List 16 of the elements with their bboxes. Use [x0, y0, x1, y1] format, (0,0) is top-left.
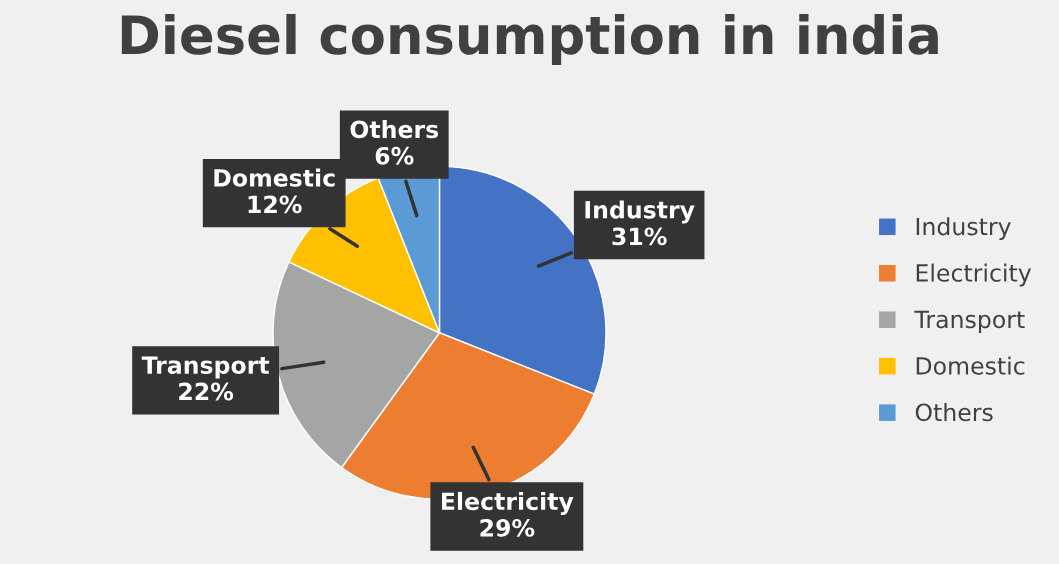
slice-label: Electricity [442, 491, 574, 515]
slice-label: Domestic [214, 168, 335, 187]
legend-label: Electricity [916, 263, 1032, 287]
legend-label: Transport [914, 310, 1025, 333]
slice-label: Transport [141, 356, 270, 379]
data-label: 12% [248, 195, 302, 214]
data-label: 22% [179, 382, 234, 401]
legend-label: Others [915, 402, 993, 422]
data-label: 6% [375, 146, 414, 165]
legend-label: Industry [916, 217, 1011, 240]
slice-label: Industry [585, 200, 695, 224]
slice-label: Others [350, 120, 439, 139]
data-label: 29% [480, 518, 535, 537]
chart-title: Diesel consumption in india [121, 13, 938, 66]
legend-label: Domestic [916, 356, 1025, 375]
data-label: 31% [612, 227, 667, 246]
